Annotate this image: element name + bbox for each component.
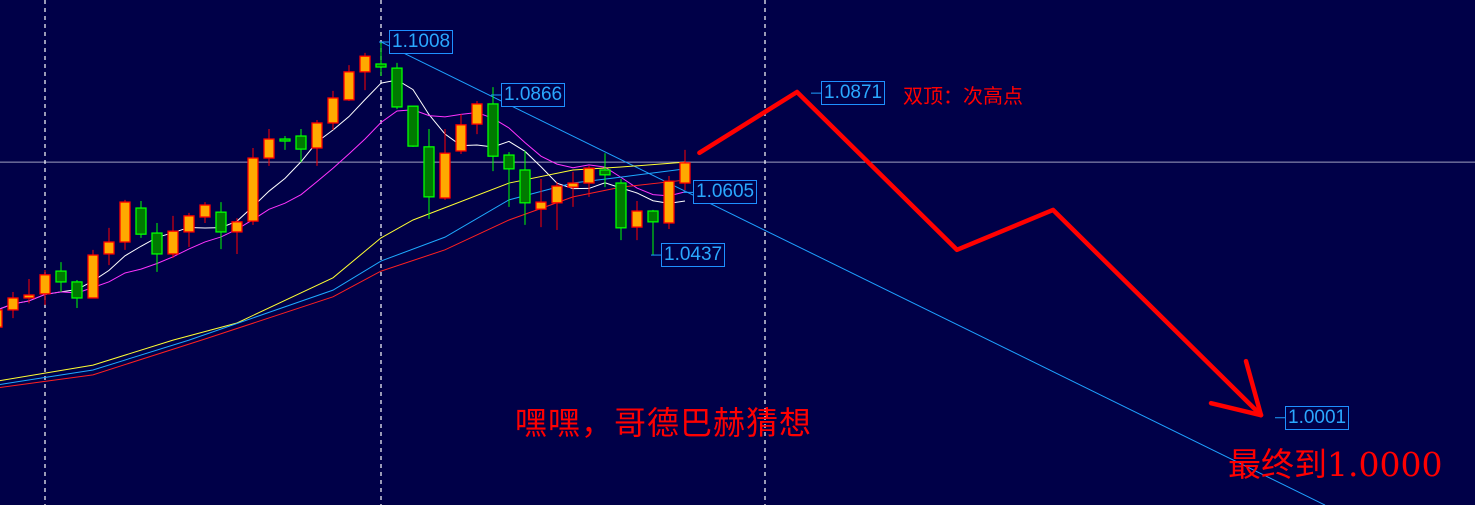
candle-body: [551, 185, 563, 204]
candle-body: [423, 146, 435, 198]
candle-body: [135, 207, 147, 235]
candle-body: [295, 135, 307, 150]
candle-body: [7, 297, 19, 311]
candle-body: [55, 270, 67, 283]
candle-body: [183, 215, 195, 233]
candle-body: [503, 154, 515, 170]
candle-body: [327, 97, 339, 124]
moving-average-line: [0, 168, 686, 385]
candle-body: [631, 210, 643, 228]
candle-body: [343, 71, 355, 101]
candle-body: [583, 167, 595, 184]
candle-body: [119, 201, 131, 243]
candle-body: [679, 162, 691, 184]
candle-body: [231, 221, 243, 233]
candle-body: [23, 294, 35, 299]
candle-body: [407, 105, 419, 147]
arrowhead-left: [1208, 400, 1264, 418]
arrowhead-right: [1243, 358, 1264, 418]
price-label: 1.0866: [501, 82, 566, 107]
double-top-note: 双顶：次高点: [903, 84, 1023, 108]
candle-body: [87, 254, 99, 299]
price-label: 1.0605: [693, 180, 758, 205]
price-label: 1.0871: [821, 81, 886, 106]
candle-body: [599, 169, 611, 176]
candle-body: [567, 182, 579, 188]
moving-average-line: [0, 109, 686, 310]
candle-body: [311, 122, 323, 149]
trendline: [380, 41, 1326, 505]
candle-body: [39, 274, 51, 295]
candle-body: [263, 138, 275, 159]
candle-body: [247, 157, 259, 222]
candle-body: [103, 241, 115, 255]
forecast-arrow-path: [697, 89, 1264, 418]
candle-body: [647, 210, 659, 223]
price-label: 1.1008: [389, 30, 454, 54]
price-label: 1.0001: [1285, 405, 1350, 430]
candle-body: [359, 55, 371, 73]
candle-body: [215, 211, 227, 233]
candle-body: [663, 180, 675, 224]
candle-body: [0, 309, 3, 328]
final-target-note: 最终到1.0000: [1228, 445, 1443, 484]
candle-body: [199, 204, 211, 218]
candle-body: [455, 124, 467, 152]
candle-body: [71, 281, 83, 299]
candle-body: [471, 103, 483, 125]
candle-body: [439, 152, 451, 199]
price-label: 1.0437: [661, 243, 726, 268]
candle-body: [151, 232, 163, 255]
candle-body: [535, 201, 547, 210]
candle-body: [519, 169, 531, 204]
candle-body: [487, 103, 499, 157]
candle-body: [167, 230, 179, 255]
candle-body: [615, 182, 627, 229]
candle-body: [279, 138, 291, 142]
candle-body: [375, 63, 387, 68]
moving-average-line: [0, 179, 686, 388]
goldbach-note: 嘿嘿，哥德巴赫猜想: [515, 404, 813, 442]
candle-body: [391, 67, 403, 108]
